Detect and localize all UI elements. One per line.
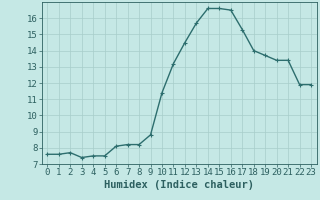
X-axis label: Humidex (Indice chaleur): Humidex (Indice chaleur) bbox=[104, 180, 254, 190]
